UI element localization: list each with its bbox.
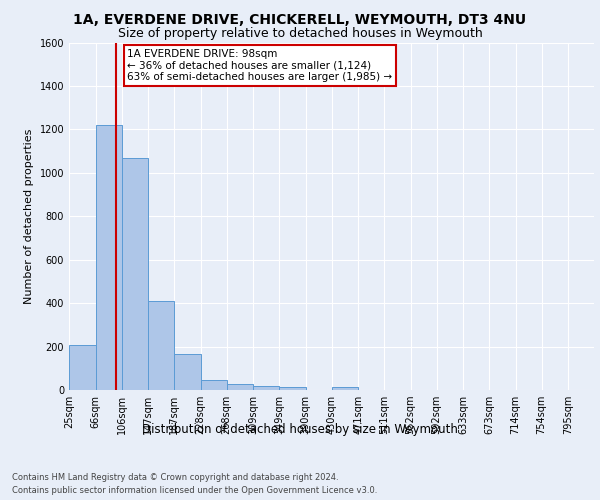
Y-axis label: Number of detached properties: Number of detached properties (24, 128, 34, 304)
Bar (279, 387, 305, 390)
Bar (121, 158, 148, 390)
Text: Distribution of detached houses by size in Weymouth: Distribution of detached houses by size … (142, 422, 458, 436)
Bar (200, 380, 227, 390)
Text: Size of property relative to detached houses in Weymouth: Size of property relative to detached ho… (118, 28, 482, 40)
Bar (148, 301, 174, 390)
Text: 1A, EVERDENE DRIVE, CHICKERELL, WEYMOUTH, DT3 4NU: 1A, EVERDENE DRIVE, CHICKERELL, WEYMOUTH… (73, 12, 527, 26)
Bar (69, 346, 95, 390)
Text: 1A EVERDENE DRIVE: 98sqm
← 36% of detached houses are smaller (1,124)
63% of sem: 1A EVERDENE DRIVE: 98sqm ← 36% of detach… (127, 49, 392, 82)
Bar (174, 354, 200, 390)
Text: Contains HM Land Registry data © Crown copyright and database right 2024.: Contains HM Land Registry data © Crown c… (12, 472, 338, 482)
Bar (253, 386, 279, 390)
Bar (227, 384, 253, 390)
Text: Contains public sector information licensed under the Open Government Licence v3: Contains public sector information licen… (12, 486, 377, 495)
Bar (95, 125, 121, 390)
Bar (331, 387, 358, 390)
